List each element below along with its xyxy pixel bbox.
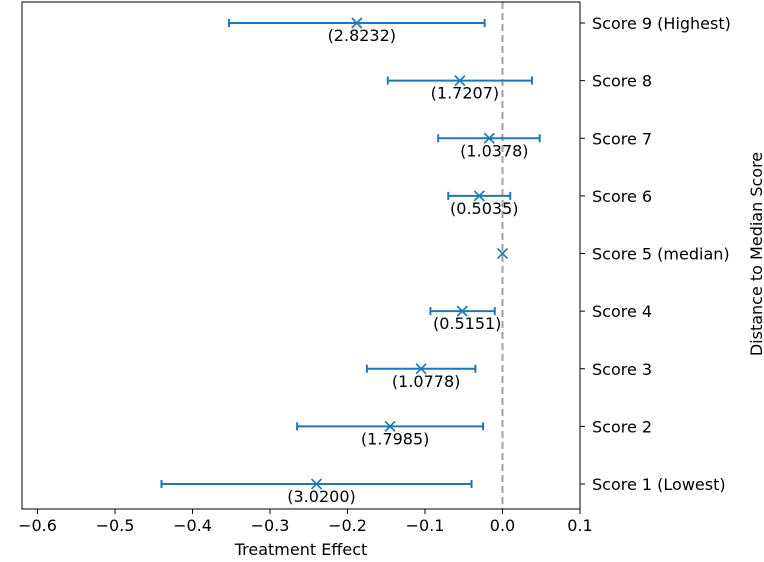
data-label: (0.5035) <box>450 199 518 218</box>
y-tick-label: Score 6 <box>592 187 652 206</box>
x-marker <box>351 17 363 29</box>
x-marker <box>456 305 468 317</box>
x-marker <box>473 190 485 202</box>
chart-marks: (3.0200) (1.7985) (1.0778) (0.5151) (0.5035)… <box>160 2 541 509</box>
x-axis-label: Treatment Effect <box>234 540 368 559</box>
x-marker <box>454 75 466 87</box>
data-point-group: (0.5151) <box>429 305 501 333</box>
data-point-group: (3.0200) <box>160 478 473 506</box>
x-tick-label: 0.0 <box>490 516 515 535</box>
y-tick-label: Score 5 (median) <box>592 245 730 264</box>
data-label: (1.7207) <box>431 84 499 103</box>
data-label: (3.0200) <box>287 487 355 506</box>
x-marker <box>496 247 509 260</box>
data-point-group <box>496 247 509 260</box>
data-point-group: (0.5035) <box>447 190 518 218</box>
x-tick-label: −0.5 <box>96 516 135 535</box>
y-axis: Score 1 (Lowest) Score 2 Score 3 Score 4 Sco… <box>580 14 731 494</box>
y-tick-label: Score 8 <box>592 72 652 91</box>
x-tick-label: −0.4 <box>173 516 212 535</box>
x-marker <box>483 132 495 144</box>
x-tick-label: −0.2 <box>328 516 367 535</box>
data-point-group: (1.0778) <box>365 363 477 391</box>
data-label: (2.8232) <box>328 26 396 45</box>
x-marker <box>310 478 323 490</box>
y-axis-label: Distance to Median Score <box>747 152 764 356</box>
x-tick-label: −0.3 <box>251 516 290 535</box>
x-axis: −0.6 −0.5 −0.4 −0.3 −0.2 −0.1 0.0 0.1 <box>18 509 593 535</box>
y-tick-label: Score 1 (Lowest) <box>592 475 726 494</box>
data-point-group: (1.7985) <box>296 420 485 448</box>
plot-frame <box>21 1 581 510</box>
data-point-group: (2.8232) <box>227 17 486 45</box>
data-label: (1.0378) <box>460 141 528 160</box>
data-point-group: (1.7207) <box>386 75 533 103</box>
data-label: (1.7985) <box>361 429 429 448</box>
x-tick-label: 0.1 <box>567 516 592 535</box>
data-label: (1.0778) <box>392 372 460 391</box>
x-marker <box>415 363 427 375</box>
y-tick-label: Score 4 <box>592 302 652 321</box>
y-tick-label: Score 7 <box>592 129 652 148</box>
x-tick-label: −0.1 <box>406 516 445 535</box>
y-tick-label: Score 2 <box>592 417 652 436</box>
data-point-group: (1.0378) <box>437 132 541 160</box>
y-tick-label: Score 9 (Highest) <box>592 14 731 33</box>
y-tick-label: Score 3 <box>592 360 652 379</box>
x-marker <box>384 420 396 432</box>
x-tick-label: −0.6 <box>18 516 57 535</box>
data-label: (0.5151) <box>433 314 501 333</box>
